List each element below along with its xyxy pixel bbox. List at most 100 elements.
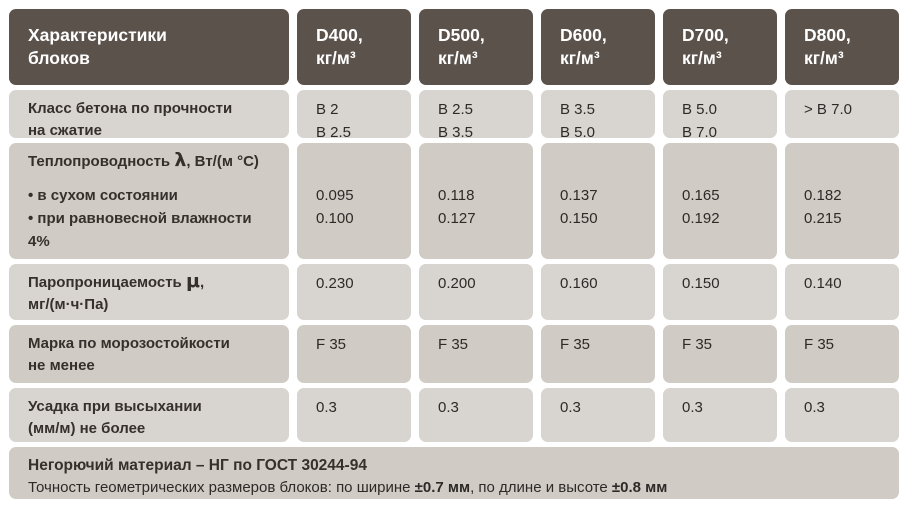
density-unit-label: кг/м³ — [682, 48, 722, 68]
bullet-equilibrium-humidity: • при равновесной влажности 4% — [28, 210, 252, 251]
cell-vapor-d500: 0.200 — [419, 264, 533, 320]
cell-shrinkage-d700: 0.3 — [663, 388, 777, 442]
row-label-shrinkage: Усадка при высыхании (мм/м) не более — [9, 388, 289, 442]
cell-frost-d600: F 35 — [541, 325, 655, 383]
cell-vapor-d700: 0.150 — [663, 264, 777, 320]
density-grade-label: D400, — [316, 24, 363, 45]
row-label-line1: Класс бетона по прочности — [28, 100, 233, 117]
cell-thermal-d500: 0.118 0.127 — [419, 143, 533, 259]
cell-value: F 35 — [804, 336, 835, 353]
cell-value: 0.165 0.192 — [682, 187, 720, 227]
cell-value: 0.160 — [560, 275, 598, 292]
cell-strength-d600: В 3.5 В 5.0 — [541, 90, 655, 138]
cell-strength-d800: > В 7.0 — [785, 90, 899, 138]
row-label-line1: Теплопроводность λ, Вт/(м °С) — [28, 151, 275, 173]
cell-frost-d500: F 35 — [419, 325, 533, 383]
row-label-line2: не менее — [28, 356, 95, 374]
cell-value: > В 7.0 — [804, 101, 852, 118]
cell-value: F 35 — [682, 336, 713, 353]
cell-value: 0.095 0.100 — [316, 187, 354, 227]
density-grade-label: D500, — [438, 24, 485, 45]
cell-value: 0.200 — [438, 275, 476, 292]
row-label-line1: Марка по морозостойкости — [28, 335, 230, 352]
cell-shrinkage-d800: 0.3 — [785, 388, 899, 442]
cell-thermal-d400: 0.095 0.100 — [297, 143, 411, 259]
header-cell-d800: D800, кг/м³ — [785, 9, 899, 85]
length-height-tolerance: ±0.8 мм — [611, 479, 668, 496]
width-tolerance: ±0.7 мм — [414, 479, 471, 496]
cell-shrinkage-d400: 0.3 — [297, 388, 411, 442]
cell-thermal-d700: 0.165 0.192 — [663, 143, 777, 259]
lambda-symbol: λ — [174, 149, 187, 171]
cell-value: 0.3 — [438, 399, 459, 416]
header-cell-d400: D400, кг/м³ — [297, 9, 411, 85]
cell-value: F 35 — [438, 336, 469, 353]
label-text: , — [199, 274, 205, 291]
bullet-dry-state: • в сухом состоянии — [28, 186, 178, 204]
cell-value: 0.230 — [316, 275, 354, 292]
cell-value: 0.3 — [804, 399, 825, 416]
density-grade-label: D600, — [560, 24, 607, 45]
cell-value: 0.137 0.150 — [560, 187, 598, 227]
cell-shrinkage-d600: 0.3 — [541, 388, 655, 442]
cell-shrinkage-d500: 0.3 — [419, 388, 533, 442]
row-label-frost-resistance: Марка по морозостойкости не менее — [9, 325, 289, 383]
header-cell-d600: D600, кг/м³ — [541, 9, 655, 85]
row-label-line1: Паропроницаемость μ, — [28, 272, 275, 294]
note-text: Точность геометрических размеров блоков:… — [28, 479, 415, 496]
cell-vapor-d600: 0.160 — [541, 264, 655, 320]
header-characteristics-line1: Характеристики — [28, 24, 167, 45]
thermal-conditions-list: • в сухом состоянии • при равновесной вл… — [28, 184, 275, 254]
cell-frost-d800: F 35 — [785, 325, 899, 383]
cell-value: 0.150 — [682, 275, 720, 292]
cell-value: 0.140 — [804, 275, 842, 292]
cell-value: 0.3 — [316, 399, 337, 416]
density-grade-label: D700, — [682, 24, 729, 45]
row-label-line2: на сжатие — [28, 121, 102, 138]
cell-value: F 35 — [316, 336, 347, 353]
header-characteristics-line2: блоков — [28, 48, 90, 68]
cell-thermal-d600: 0.137 0.150 — [541, 143, 655, 259]
table-footer-note: Негорючий материал – НГ по ГОСТ 30244-94… — [9, 447, 899, 499]
row-label-line2: (мм/м) не более — [28, 419, 146, 437]
cell-value: В 5.0 В 7.0 — [682, 101, 718, 138]
cell-value: В 2 В 2.5 — [316, 101, 352, 138]
cell-value: В 2.5 В 3.5 — [438, 101, 474, 138]
label-text: Теплопроводность — [28, 153, 175, 170]
cell-frost-d700: F 35 — [663, 325, 777, 383]
cell-vapor-d400: 0.230 — [297, 264, 411, 320]
cell-value: 0.3 — [560, 399, 581, 416]
cell-value: 0.118 0.127 — [438, 187, 476, 227]
row-label-vapor-permeability: Паропроницаемость μ, мг/(м·ч·Па) — [9, 264, 289, 320]
row-label-line2: мг/(м·ч·Па) — [28, 295, 109, 313]
header-cell-d700: D700, кг/м³ — [663, 9, 777, 85]
mu-symbol: μ — [185, 270, 200, 292]
density-grade-label: D800, — [804, 24, 851, 45]
header-cell-characteristics: Характеристики блоков — [9, 9, 289, 85]
row-label-thermal-conductivity: Теплопроводность λ, Вт/(м °С) • в сухом … — [9, 143, 289, 259]
cell-strength-d400: В 2 В 2.5 — [297, 90, 411, 138]
cell-strength-d700: В 5.0 В 7.0 — [663, 90, 777, 138]
dimensional-accuracy-note: Точность геометрических размеров блоков:… — [28, 477, 885, 498]
label-text: , Вт/(м °С) — [186, 153, 259, 170]
blocks-characteristics-table: Характеристики блоков D400, кг/м³ D500, … — [9, 9, 899, 499]
density-unit-label: кг/м³ — [438, 48, 478, 68]
label-text: Паропроницаемость — [28, 274, 186, 291]
cell-thermal-d800: 0.182 0.215 — [785, 143, 899, 259]
non-combustible-note: Негорючий материал – НГ по ГОСТ 30244-94 — [28, 457, 367, 474]
cell-value: 0.3 — [682, 399, 703, 416]
cell-frost-d400: F 35 — [297, 325, 411, 383]
note-text: , по длине и высоте — [470, 479, 612, 496]
row-label-strength-class: Класс бетона по прочности на сжатие — [9, 90, 289, 138]
header-cell-d500: D500, кг/м³ — [419, 9, 533, 85]
cell-strength-d500: В 2.5 В 3.5 — [419, 90, 533, 138]
row-label-line1: Усадка при высыхании — [28, 398, 202, 415]
density-unit-label: кг/м³ — [316, 48, 356, 68]
cell-vapor-d800: 0.140 — [785, 264, 899, 320]
cell-value: В 3.5 В 5.0 — [560, 101, 596, 138]
cell-value: 0.182 0.215 — [804, 187, 842, 227]
density-unit-label: кг/м³ — [804, 48, 844, 68]
cell-value: F 35 — [560, 336, 591, 353]
density-unit-label: кг/м³ — [560, 48, 600, 68]
